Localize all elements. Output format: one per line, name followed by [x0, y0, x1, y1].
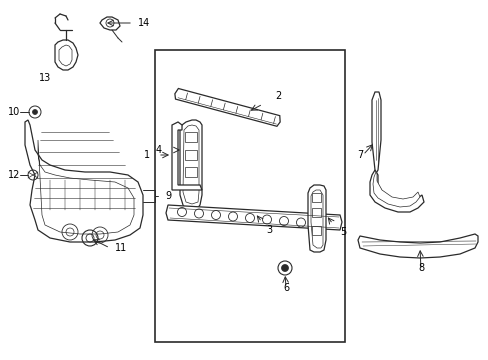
Text: 11: 11: [115, 243, 127, 253]
Polygon shape: [369, 170, 423, 212]
Circle shape: [281, 265, 288, 271]
Bar: [155, 50, 345, 342]
Text: 12: 12: [8, 170, 20, 180]
Polygon shape: [165, 205, 341, 230]
Polygon shape: [38, 140, 134, 234]
Circle shape: [32, 109, 38, 114]
Text: 6: 6: [283, 283, 288, 293]
Text: 7: 7: [356, 150, 362, 160]
Polygon shape: [25, 120, 142, 242]
Text: 9: 9: [164, 191, 171, 201]
Polygon shape: [175, 89, 280, 126]
Text: 3: 3: [265, 225, 271, 235]
Bar: [184, 150, 197, 160]
Text: 13: 13: [39, 73, 51, 83]
Polygon shape: [372, 172, 419, 207]
Polygon shape: [100, 17, 120, 30]
Polygon shape: [183, 125, 199, 204]
Text: 10: 10: [8, 107, 20, 117]
Bar: [184, 167, 197, 177]
Text: 4: 4: [156, 145, 162, 155]
Bar: [311, 193, 320, 202]
Text: 2: 2: [274, 91, 281, 101]
Polygon shape: [55, 40, 78, 70]
Bar: [311, 226, 320, 235]
Polygon shape: [172, 122, 202, 190]
Polygon shape: [59, 45, 72, 66]
Text: 14: 14: [138, 18, 150, 28]
Bar: [184, 132, 197, 142]
Polygon shape: [357, 234, 477, 258]
Polygon shape: [180, 120, 202, 212]
Text: 1: 1: [143, 150, 150, 160]
Text: 5: 5: [339, 227, 346, 237]
Polygon shape: [310, 190, 323, 248]
Bar: [311, 208, 320, 217]
Polygon shape: [371, 92, 380, 175]
Text: 8: 8: [417, 263, 423, 273]
Polygon shape: [307, 185, 325, 252]
